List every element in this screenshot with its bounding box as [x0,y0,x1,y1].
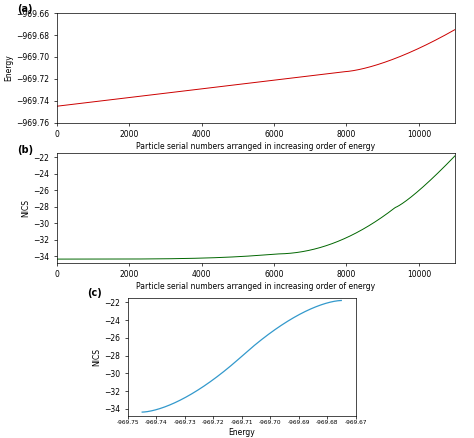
Y-axis label: Energy: Energy [4,54,13,81]
Y-axis label: NICS: NICS [21,199,30,217]
Text: (a): (a) [17,4,33,14]
Text: (b): (b) [17,145,33,155]
Y-axis label: NICS: NICS [92,348,101,366]
X-axis label: Particle serial numbers arranged in increasing order of energy: Particle serial numbers arranged in incr… [137,142,375,151]
Text: (c): (c) [87,288,102,298]
X-axis label: Energy: Energy [228,428,255,437]
X-axis label: Particle serial numbers arranged in increasing order of energy: Particle serial numbers arranged in incr… [137,282,375,291]
